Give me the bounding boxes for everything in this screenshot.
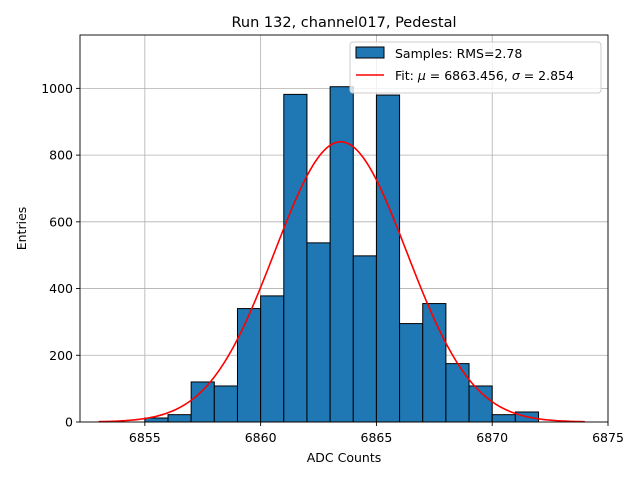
y-tick-label: 800 bbox=[49, 148, 73, 163]
histogram-bar bbox=[283, 93, 308, 423]
y-tick-label: 1000 bbox=[41, 81, 73, 96]
plot-area: 6855 6860 6865 6870 6875 0 200 400 600 800 1000 bbox=[41, 34, 624, 445]
x-axis-ticks: 6855 6860 6865 6870 6875 bbox=[129, 422, 624, 445]
legend-box bbox=[349, 41, 602, 94]
histogram-bar bbox=[190, 381, 215, 423]
x-tick-label: 6875 bbox=[592, 430, 624, 445]
histogram-bar bbox=[352, 255, 377, 423]
histogram-bar bbox=[399, 323, 424, 423]
histogram-bar bbox=[375, 94, 401, 423]
y-tick-label: 400 bbox=[49, 281, 73, 296]
legend-label-fit: Fit: μ = 6863.456, σ = 2.854 bbox=[395, 68, 574, 83]
y-tick-label: 200 bbox=[49, 348, 73, 363]
chart-title: Run 132, channel017, Pedestal bbox=[231, 15, 456, 31]
histogram-bar bbox=[329, 86, 354, 423]
histogram-bar bbox=[213, 385, 238, 423]
histogram-bar bbox=[306, 242, 331, 423]
legend: Samples: RMS=2.78 Fit: μ = 6863.456, σ =… bbox=[349, 41, 602, 94]
y-tick-label: 0 bbox=[65, 415, 73, 430]
legend-swatch-samples bbox=[355, 46, 385, 59]
x-tick-label: 6855 bbox=[129, 430, 161, 445]
y-axis-label: Entries bbox=[14, 207, 29, 251]
x-axis-label: ADC Counts bbox=[307, 450, 382, 465]
y-axis-ticks: 0 200 400 600 800 1000 bbox=[41, 81, 80, 430]
fit-curve bbox=[98, 140, 585, 423]
x-tick-label: 6865 bbox=[361, 430, 393, 445]
histogram-bar bbox=[422, 303, 447, 423]
x-tick-label: 6860 bbox=[245, 430, 277, 445]
histogram-bar bbox=[260, 295, 285, 423]
histogram-bar bbox=[491, 414, 516, 423]
x-tick-label: 6870 bbox=[476, 430, 508, 445]
fit-label-prefix: Fit: bbox=[395, 68, 418, 83]
mu-symbol: μ bbox=[417, 68, 426, 83]
histogram-bar bbox=[236, 308, 262, 423]
histogram-bars bbox=[144, 86, 540, 423]
sigma-value: = 2.854 bbox=[520, 68, 574, 83]
mu-value: = 6863.456, bbox=[426, 68, 512, 83]
y-tick-label: 600 bbox=[49, 214, 73, 229]
axes-frame bbox=[79, 34, 609, 423]
legend-label-samples: Samples: RMS=2.78 bbox=[395, 46, 522, 61]
histogram-bar bbox=[167, 414, 192, 423]
histogram-bar bbox=[445, 363, 470, 423]
sigma-symbol: σ bbox=[512, 68, 521, 83]
